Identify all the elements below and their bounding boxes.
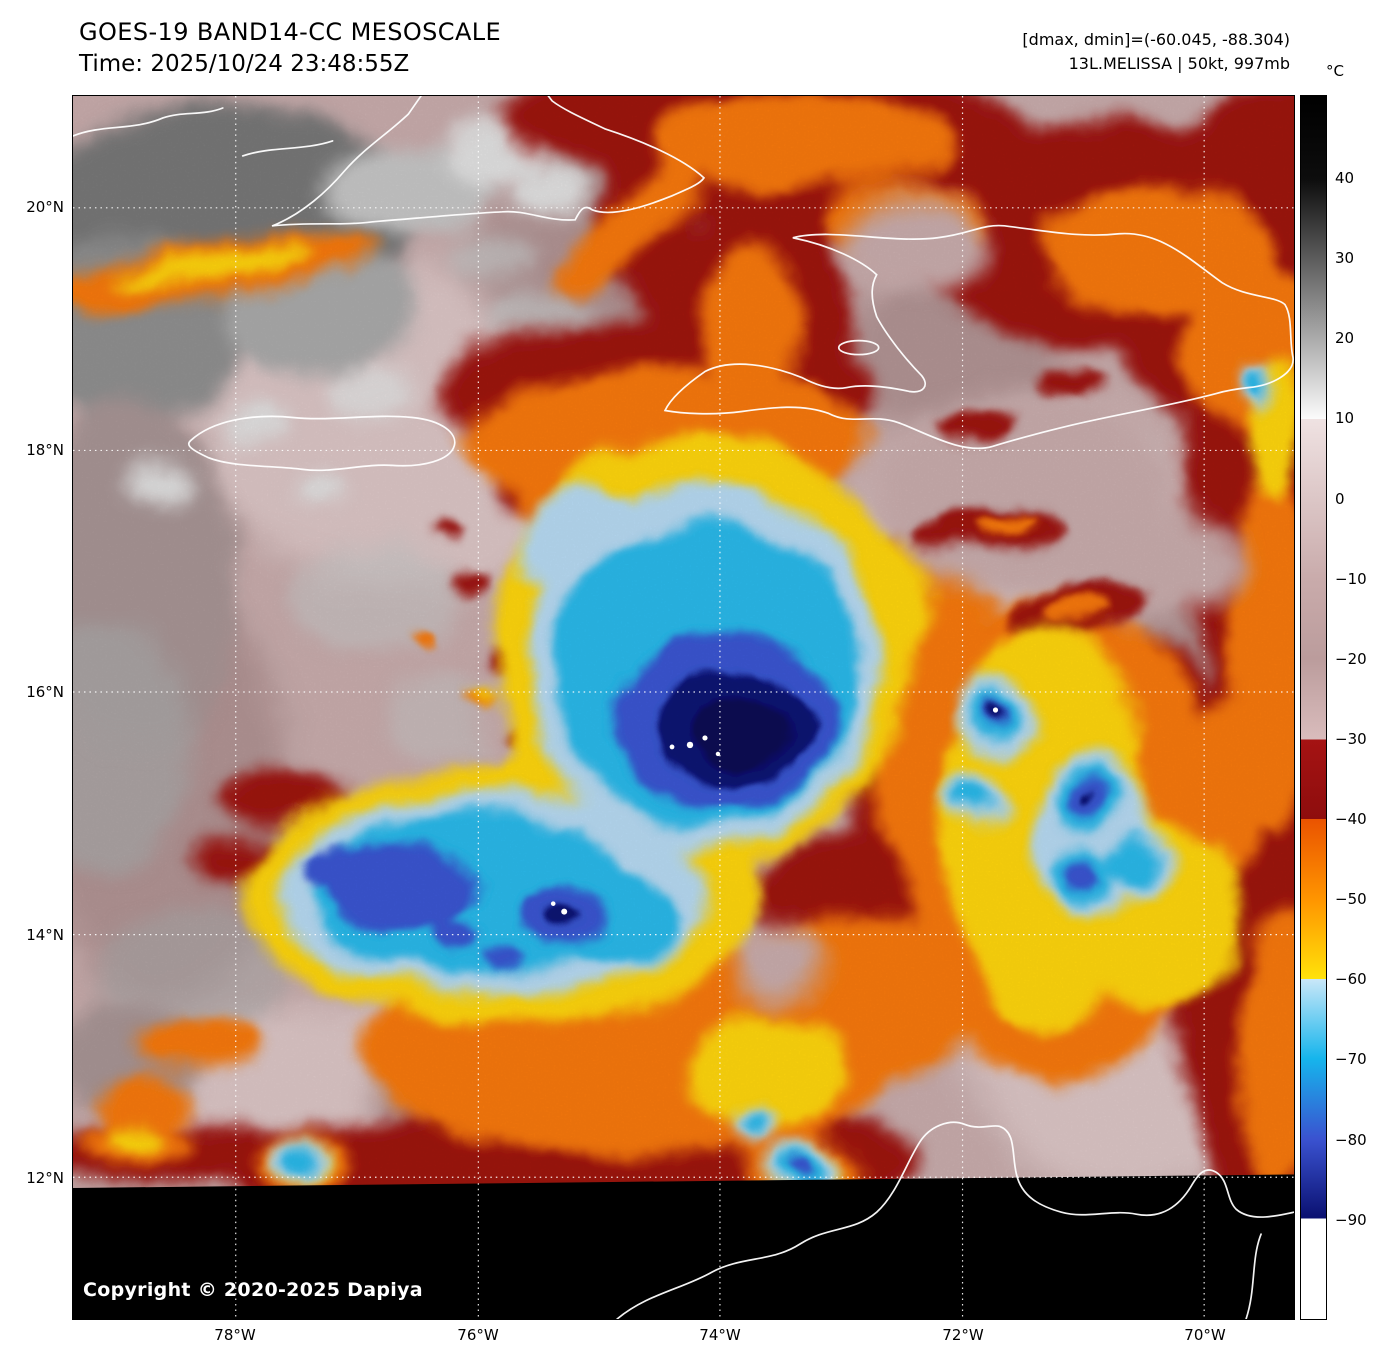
product-title: GOES-19 BAND14-CC MESOSCALE xyxy=(79,18,502,46)
coastlines xyxy=(73,96,1294,1319)
colorbar-tick-label: −10 xyxy=(1335,570,1367,588)
lon-tick-label: 76°W xyxy=(457,1326,499,1344)
lat-tick-label: 14°N xyxy=(26,926,64,944)
lon-tick-label: 78°W xyxy=(214,1326,256,1344)
colorbar-unit-label: °C xyxy=(1326,62,1344,80)
gridlines xyxy=(73,96,1294,1319)
colorbar xyxy=(1300,95,1327,1320)
lat-tick-label: 18°N xyxy=(26,441,64,459)
colorbar-tick-label: −20 xyxy=(1335,650,1367,668)
colorbar-tick-label: 20 xyxy=(1335,329,1355,347)
convective-overshoot-markers xyxy=(550,707,999,915)
colorbar-tick-label: −60 xyxy=(1335,970,1367,988)
colorbar-tick-label: −50 xyxy=(1335,890,1367,908)
dmax-dmin-readout: [dmax, dmin]=(-60.045, -88.304) xyxy=(1022,30,1290,49)
colorbar-tick-label: 0 xyxy=(1335,490,1345,508)
map-plot-area: Copyright © 2020-2025 Dapiya xyxy=(72,95,1295,1320)
lat-tick-label: 12°N xyxy=(26,1169,64,1187)
grain-texture xyxy=(73,96,1294,1319)
colorbar-tick-label: 10 xyxy=(1335,409,1355,427)
colorbar-tick-label: −40 xyxy=(1335,810,1367,828)
colorbar-tick-label: −90 xyxy=(1335,1211,1367,1229)
colorbar-tick-label: −30 xyxy=(1335,730,1367,748)
colorbar-tick-label: −80 xyxy=(1335,1131,1367,1149)
lat-tick-label: 16°N xyxy=(26,683,64,701)
copyright-label: Copyright © 2020-2025 Dapiya xyxy=(83,1279,423,1301)
product-time: Time: 2025/10/24 23:48:55Z xyxy=(79,51,410,77)
colorbar-tick-label: 30 xyxy=(1335,249,1355,267)
no-data-region xyxy=(73,1174,1294,1319)
lon-tick-label: 72°W xyxy=(942,1326,984,1344)
colorbar-tick-label: −70 xyxy=(1335,1050,1367,1068)
lon-tick-label: 74°W xyxy=(699,1326,741,1344)
lon-tick-label: 70°W xyxy=(1184,1326,1226,1344)
ir-satellite-svg xyxy=(73,96,1294,1319)
lat-tick-label: 20°N xyxy=(26,198,64,216)
colorbar-tick-label: 40 xyxy=(1335,169,1355,187)
storm-info: 13L.MELISSA | 50kt, 997mb xyxy=(1068,54,1290,73)
